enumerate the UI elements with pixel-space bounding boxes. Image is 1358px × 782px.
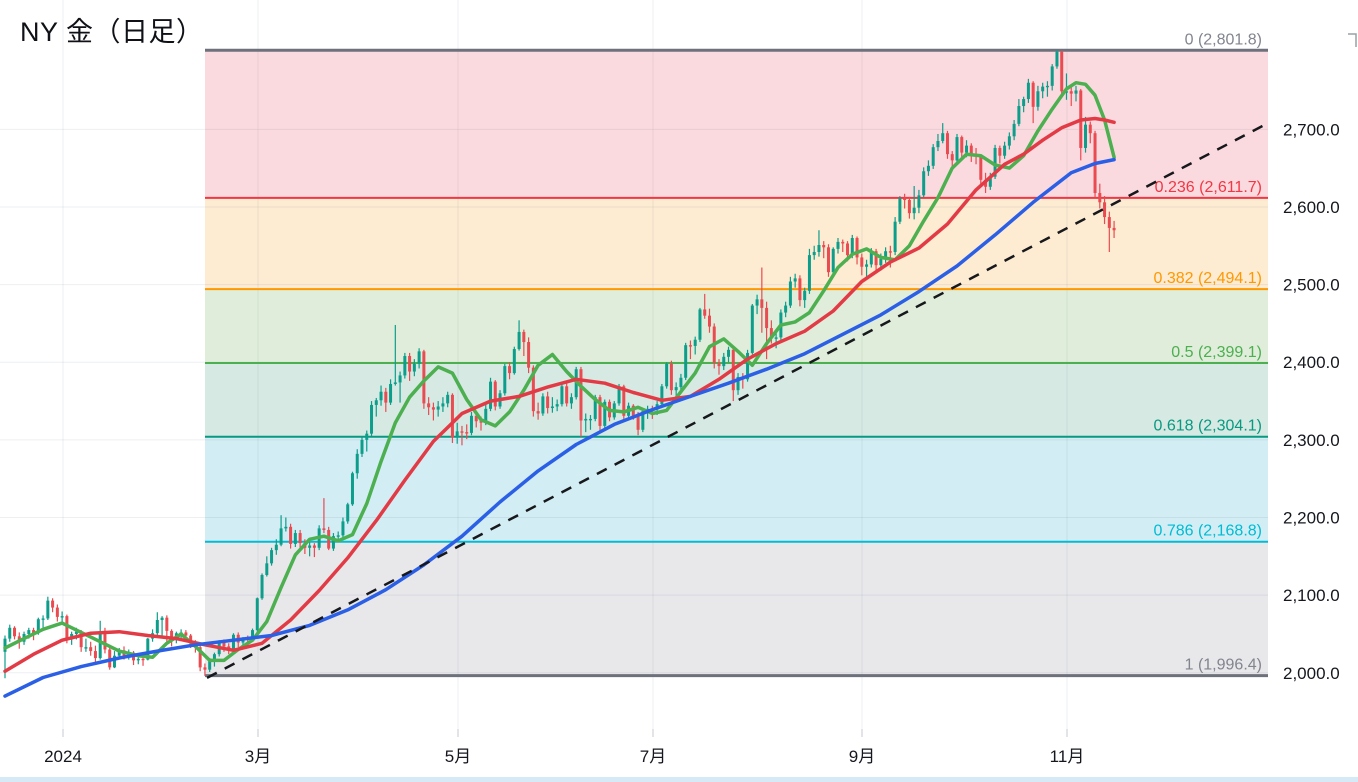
svg-text:0.618 (2,304.1): 0.618 (2,304.1) (1153, 418, 1262, 435)
svg-text:2,600.0: 2,600.0 (1283, 198, 1340, 217)
time-axis[interactable] (0, 737, 1358, 777)
price-axis-top-marker (1348, 33, 1357, 47)
svg-text:0.236 (2,611.7): 0.236 (2,611.7) (1155, 179, 1262, 196)
svg-text:5月: 5月 (445, 747, 471, 766)
svg-text:0 (2,801.8): 0 (2,801.8) (1185, 31, 1262, 48)
svg-text:1 (1,996.4): 1 (1,996.4) (1185, 657, 1262, 674)
svg-text:0.382 (2,494.1): 0.382 (2,494.1) (1153, 270, 1262, 287)
svg-text:2,300.0: 2,300.0 (1283, 431, 1340, 450)
svg-text:11月: 11月 (1050, 747, 1085, 766)
ma-fast-green (3, 80, 1116, 663)
svg-text:2024: 2024 (44, 747, 82, 766)
candles (3, 50, 1116, 679)
horizontal-scrollbar[interactable] (0, 777, 1358, 782)
fib-levels: 0 (2,801.8) 0.236 (2,611.7) 0.382 (2,494.1… (205, 31, 1268, 678)
svg-text:2,000.0: 2,000.0 (1283, 664, 1340, 683)
svg-text:3月: 3月 (245, 747, 271, 766)
svg-text:7月: 7月 (640, 747, 666, 766)
svg-text:2,400.0: 2,400.0 (1283, 353, 1340, 372)
svg-text:0.5 (2,399.1): 0.5 (2,399.1) (1171, 344, 1262, 361)
svg-text:2,100.0: 2,100.0 (1283, 586, 1340, 605)
svg-text:2,700.0: 2,700.0 (1283, 120, 1340, 139)
price-axis[interactable] (1270, 0, 1358, 737)
fib-bands (205, 50, 1268, 676)
ma-slow-blue (3, 157, 1116, 698)
svg-text:2,500.0: 2,500.0 (1283, 276, 1340, 295)
axes: 2,000.0 2,100.0 2,200.0 2,300.0 2,400.0 2,500… (44, 120, 1340, 766)
svg-text:0.786 (2,168.8): 0.786 (2,168.8) (1153, 523, 1262, 540)
svg-text:2,200.0: 2,200.0 (1283, 509, 1340, 528)
svg-text:9月: 9月 (849, 747, 875, 766)
chart-title: NY 金（日足） (20, 17, 204, 47)
